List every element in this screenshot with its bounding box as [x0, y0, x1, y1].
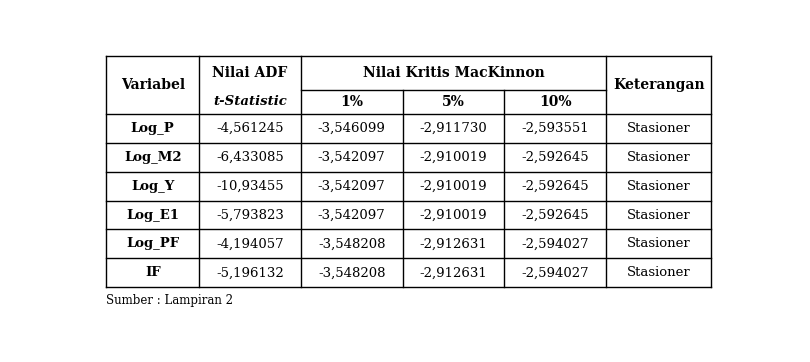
Text: -2,912631: -2,912631 — [420, 237, 488, 251]
Text: -4,194057: -4,194057 — [216, 237, 284, 251]
Text: Variabel: Variabel — [121, 78, 185, 92]
Text: Stasioner: Stasioner — [627, 122, 691, 135]
Text: Stasioner: Stasioner — [627, 266, 691, 279]
Text: Nilai Kritis MacKinnon: Nilai Kritis MacKinnon — [363, 66, 544, 80]
Text: -2,594027: -2,594027 — [522, 266, 589, 279]
Text: Log_Y: Log_Y — [131, 180, 174, 193]
Text: -2,593551: -2,593551 — [522, 122, 589, 135]
Text: Stasioner: Stasioner — [627, 151, 691, 164]
Text: -2,910019: -2,910019 — [420, 180, 488, 193]
Text: Log_M2: Log_M2 — [124, 151, 181, 164]
Text: Sumber : Lampiran 2: Sumber : Lampiran 2 — [106, 294, 233, 307]
Text: -2,592645: -2,592645 — [522, 180, 589, 193]
Text: 1%: 1% — [340, 95, 363, 109]
Text: -6,433085: -6,433085 — [216, 151, 284, 164]
Text: Log_E1: Log_E1 — [126, 209, 179, 222]
Text: Keterangan: Keterangan — [613, 78, 705, 92]
Text: -5,196132: -5,196132 — [216, 266, 284, 279]
Text: -3,542097: -3,542097 — [318, 209, 386, 222]
Text: -3,542097: -3,542097 — [318, 151, 386, 164]
Text: -5,793823: -5,793823 — [216, 209, 284, 222]
Text: Log_PF: Log_PF — [126, 237, 179, 251]
Text: -2,912631: -2,912631 — [420, 266, 488, 279]
Text: 5%: 5% — [442, 95, 465, 109]
Text: -3,548208: -3,548208 — [318, 266, 386, 279]
Text: -3,542097: -3,542097 — [318, 180, 386, 193]
Text: -2,592645: -2,592645 — [522, 209, 589, 222]
Text: Stasioner: Stasioner — [627, 209, 691, 222]
Text: -3,548208: -3,548208 — [318, 237, 386, 251]
Text: Log_P: Log_P — [131, 122, 175, 135]
Text: t-Statistic: t-Statistic — [213, 95, 287, 108]
Text: Stasioner: Stasioner — [627, 237, 691, 251]
Text: -2,592645: -2,592645 — [522, 151, 589, 164]
Text: -3,546099: -3,546099 — [318, 122, 386, 135]
Text: -2,910019: -2,910019 — [420, 209, 488, 222]
Text: -2,911730: -2,911730 — [420, 122, 488, 135]
Text: Stasioner: Stasioner — [627, 180, 691, 193]
Text: -10,93455: -10,93455 — [216, 180, 284, 193]
Text: IF: IF — [145, 266, 160, 279]
Text: 10%: 10% — [539, 95, 571, 109]
Text: Nilai ADF: Nilai ADF — [212, 66, 288, 80]
Text: -2,594027: -2,594027 — [522, 237, 589, 251]
Text: -4,561245: -4,561245 — [216, 122, 284, 135]
Text: -2,910019: -2,910019 — [420, 151, 488, 164]
